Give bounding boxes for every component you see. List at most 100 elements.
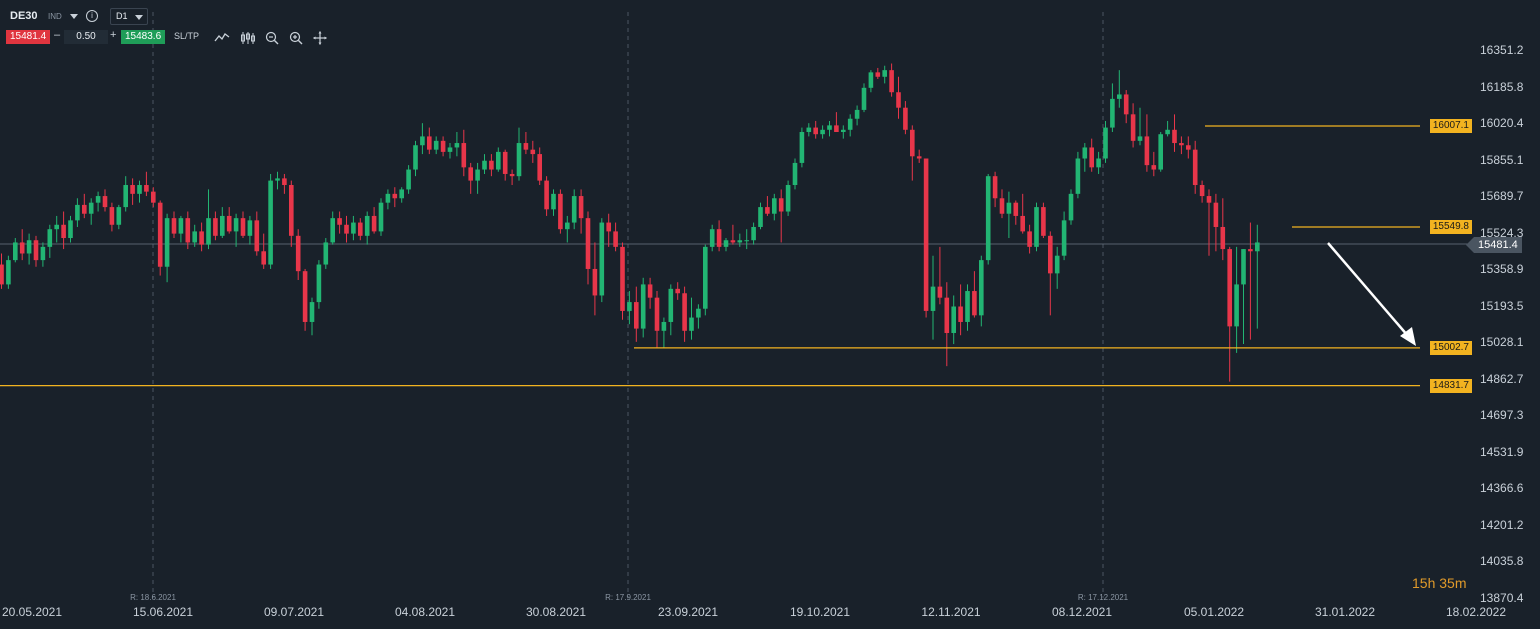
candle — [406, 165, 411, 194]
candle — [254, 211, 260, 256]
candle — [813, 120, 818, 139]
candle-body — [537, 154, 542, 181]
price-tick-label: 14035.8 — [1480, 554, 1524, 569]
symbol-label[interactable]: DE30 — [10, 10, 38, 22]
projection-arrow-line[interactable] — [1327, 242, 1409, 337]
candle — [944, 282, 950, 367]
candle-body — [1130, 114, 1136, 141]
candle-body — [164, 218, 170, 267]
candle-body — [454, 143, 460, 148]
candle-body — [592, 268, 598, 296]
buy-price-button[interactable]: 15483.6 — [121, 30, 166, 44]
candle-body — [0, 264, 4, 285]
candle-body — [744, 240, 749, 242]
chart-toolbar: DE30 IND i D1 15481.4 – 0.50 + 15483.6 S… — [0, 0, 340, 50]
info-icon[interactable]: i — [86, 10, 98, 22]
candle — [151, 187, 156, 208]
candle-body — [1034, 207, 1039, 247]
candle — [1199, 180, 1205, 203]
candle-body — [282, 178, 287, 186]
candle-body — [185, 218, 191, 243]
candle — [868, 70, 874, 93]
candle — [571, 189, 577, 230]
lot-size-input[interactable]: 0.50 — [64, 30, 108, 44]
candle-body — [1192, 149, 1198, 186]
timeframe-chevron-down-icon — [135, 15, 143, 20]
candle — [206, 189, 211, 250]
line-chart-icon[interactable] — [214, 30, 230, 46]
timeframe-value: D1 — [116, 11, 128, 21]
date-tick-label: 12.11.2021 — [921, 605, 981, 619]
timeframe-select[interactable]: D1 — [110, 8, 148, 25]
price-tick-label: 15524.3 — [1480, 225, 1524, 240]
candles-icon[interactable] — [240, 30, 256, 46]
candle — [585, 211, 591, 285]
price-tick-label: 14366.6 — [1480, 481, 1524, 496]
candle-body — [696, 308, 701, 318]
lot-decrease-button[interactable]: – — [54, 29, 61, 41]
candle-body — [461, 143, 467, 168]
candle — [199, 222, 204, 252]
candle — [903, 101, 908, 135]
zoom-in-icon[interactable] — [288, 30, 304, 46]
candle-body — [903, 107, 908, 130]
candle — [951, 295, 956, 345]
candle-body — [475, 169, 480, 181]
lot-increase-button[interactable]: + — [110, 29, 117, 41]
candle — [6, 255, 11, 289]
candle — [185, 211, 191, 250]
candle — [1096, 151, 1101, 174]
date-tick-label: 18.02.2022 — [1445, 605, 1507, 619]
candle — [482, 154, 487, 174]
candle — [1144, 114, 1150, 172]
candle-body — [116, 207, 122, 225]
candle-body — [1103, 127, 1108, 159]
sltp-button[interactable]: SL/TP — [174, 31, 200, 41]
countdown-minutes: 35m — [1439, 575, 1467, 591]
candle — [627, 291, 632, 325]
sell-price-button[interactable]: 15481.4 — [6, 30, 51, 44]
horizontal-levels[interactable] — [0, 125, 1420, 387]
candle — [751, 222, 756, 245]
date-tick-label: 05.01.2022 — [1183, 605, 1245, 619]
candle — [358, 218, 363, 241]
candle-body — [489, 160, 494, 170]
level-price-label[interactable]: 14831.7 — [1429, 378, 1472, 393]
candle-body — [88, 202, 94, 214]
candle — [1048, 231, 1053, 316]
candle — [1192, 140, 1198, 194]
candle-body — [364, 215, 370, 236]
level-price-label[interactable]: 15549.8 — [1429, 220, 1472, 235]
candle — [144, 171, 149, 197]
symbol-dropdown-chevron-icon[interactable] — [70, 14, 78, 19]
date-tick-label: 08.12.2021 — [1051, 605, 1113, 619]
level-price-label[interactable]: 16007.1 — [1429, 119, 1472, 133]
candle-body — [1110, 98, 1115, 128]
candle — [910, 125, 915, 181]
candle — [420, 123, 425, 155]
candle — [1089, 138, 1094, 172]
candle-body — [544, 180, 549, 210]
candle-body — [68, 220, 73, 239]
candle — [1006, 191, 1012, 239]
candle — [1255, 224, 1260, 329]
zoom-out-icon[interactable] — [264, 30, 280, 46]
candle-body — [682, 293, 687, 331]
candle-body — [82, 204, 87, 214]
price-tick-label: 15028.1 — [1480, 335, 1524, 350]
candle — [827, 120, 832, 137]
candle — [930, 255, 936, 340]
candle-body — [199, 231, 204, 245]
move-icon[interactable] — [312, 30, 328, 46]
candle — [841, 125, 846, 139]
candle-body — [999, 198, 1005, 214]
candle-body — [916, 156, 922, 159]
candle — [26, 233, 32, 265]
candle — [1172, 114, 1177, 152]
candle-body — [95, 196, 101, 203]
candle-body — [565, 222, 570, 230]
candle-body — [268, 180, 273, 265]
candle-body — [1096, 158, 1101, 168]
level-price-label[interactable]: 15002.7 — [1429, 340, 1472, 355]
